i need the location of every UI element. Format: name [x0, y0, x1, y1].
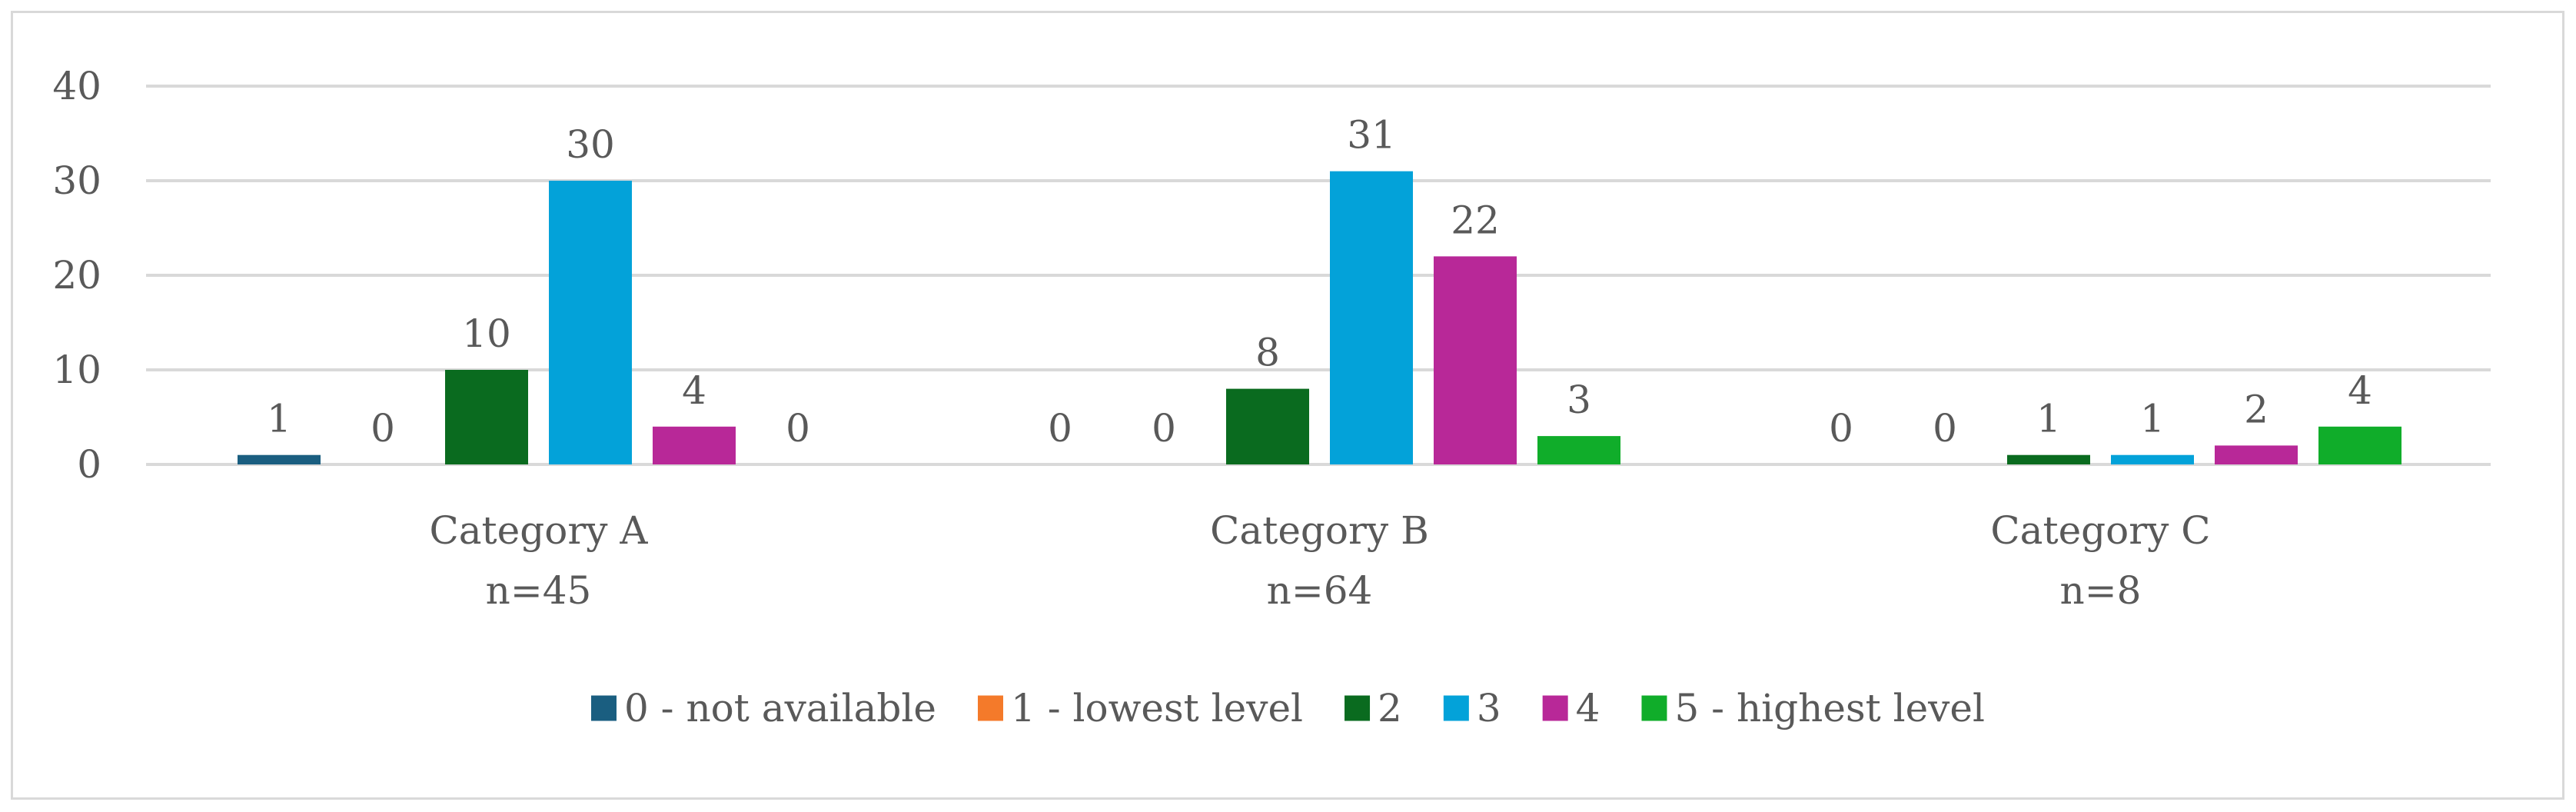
y-tick-label: 0	[77, 442, 101, 487]
x-category-n: n=8	[2060, 568, 2142, 613]
bar-1-series-4	[653, 426, 736, 464]
legend-item: 4	[1542, 686, 1600, 730]
data-label: 0	[1829, 406, 1853, 451]
data-label: 31	[1347, 113, 1396, 158]
data-label: 3	[1567, 378, 1591, 422]
y-tick-label: 10	[52, 348, 101, 392]
legend-label: 2	[1378, 686, 1402, 730]
bar-2-series-5	[1537, 436, 1620, 464]
legend-swatch	[1443, 695, 1469, 721]
bar-2-series-4	[1434, 256, 1517, 464]
bar-3-series-5	[2318, 426, 2401, 464]
x-category-label: Category B	[1210, 508, 1429, 553]
y-axis-ticks: 0 10 20 30 40	[52, 64, 101, 487]
legend-swatch	[978, 695, 1004, 721]
legend-label: 5 - highest level	[1674, 686, 1985, 730]
data-label: 0	[371, 406, 395, 451]
legend-swatch	[1345, 695, 1371, 721]
data-label: 1	[267, 397, 291, 441]
bar-3-series-3	[2111, 454, 2194, 464]
data-label: 0	[1933, 406, 1957, 451]
legend-label: 1 - lowest level	[1011, 686, 1303, 730]
data-label: 4	[2348, 368, 2372, 413]
bar-3-series-2	[2007, 454, 2090, 464]
data-label: 8	[1255, 331, 1280, 375]
legend-label: 3	[1477, 686, 1501, 730]
bar-2-series-3	[1330, 171, 1413, 464]
legend-label: 4	[1576, 686, 1600, 730]
legend-item: 3	[1443, 686, 1501, 730]
bar-2-series-2	[1226, 388, 1309, 464]
y-tick-label: 20	[52, 253, 101, 298]
data-label: 0	[1152, 406, 1176, 451]
y-tick-label: 40	[52, 64, 101, 108]
data-label: 30	[566, 122, 615, 167]
x-category-label: Category A	[429, 508, 648, 553]
data-label: 0	[786, 406, 810, 451]
bars	[238, 171, 2401, 464]
x-axis-labels: Category A n=45 Category B n=64 Category C n=…	[429, 508, 2210, 613]
data-label: 0	[1048, 406, 1072, 451]
x-category-n: n=45	[486, 568, 592, 613]
legend-item: 5 - highest level	[1641, 686, 1985, 730]
legend-swatch	[1641, 695, 1667, 721]
data-label: 4	[682, 368, 706, 413]
legend-item: 1 - lowest level	[978, 686, 1303, 730]
data-label: 10	[462, 311, 511, 356]
bar-1-series-3	[549, 181, 632, 464]
y-tick-label: 30	[52, 158, 101, 203]
x-category-n: n=64	[1267, 568, 1373, 613]
data-label: 2	[2244, 387, 2269, 431]
bar-1-series-2	[445, 370, 528, 464]
bar-1-series-0	[238, 454, 321, 464]
data-label: 1	[2036, 397, 2061, 441]
legend: 0 - not available 1 - lowest level 2 3 4 5 - …	[590, 686, 1985, 730]
legend-label: 0 - not available	[624, 686, 936, 730]
legend-item: 2	[1345, 686, 1402, 730]
data-label: 22	[1451, 198, 1500, 242]
legend-swatch	[1542, 695, 1568, 721]
legend-swatch	[590, 695, 617, 721]
gridlines	[146, 85, 2491, 466]
bar-3-series-4	[2215, 445, 2298, 464]
x-category-label: Category C	[1990, 508, 2210, 553]
legend-item: 0 - not available	[590, 686, 936, 730]
data-label: 1	[2140, 397, 2165, 441]
